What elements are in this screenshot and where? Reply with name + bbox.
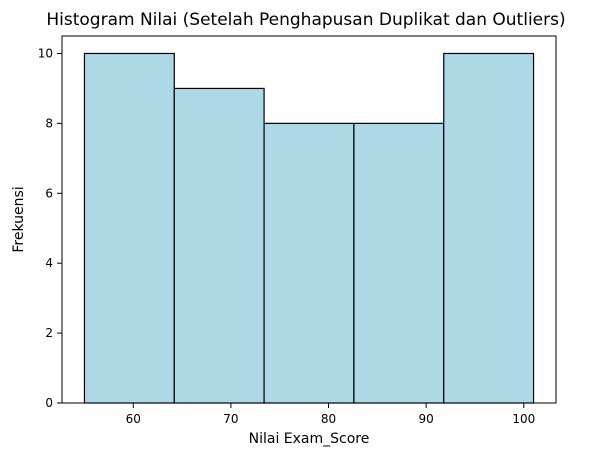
histogram-bar-2 [173, 87, 265, 404]
y-tick-label: 6 [45, 186, 53, 200]
x-tick-label: 60 [126, 412, 141, 426]
x-axis-ticks: 60 70 80 90 100 [126, 403, 535, 426]
plot-frame [61, 35, 557, 404]
chart-title: Histogram Nilai (Setelah Penghapusan Dup… [46, 10, 565, 30]
histogram-bar-5 [443, 52, 535, 404]
x-tick-label: 80 [321, 412, 336, 426]
y-axis-ticks: 0 2 4 6 8 10 [38, 46, 62, 410]
y-tick-label: 8 [45, 116, 53, 130]
x-tick-label: 100 [512, 412, 535, 426]
y-tick-label: 10 [38, 46, 53, 60]
y-axis-label: Frekuensi [11, 186, 27, 252]
x-tick-label: 70 [223, 412, 238, 426]
histogram-bar-1 [83, 52, 175, 404]
x-tick-label: 90 [419, 412, 434, 426]
y-tick-label: 2 [45, 326, 53, 340]
y-tick-label: 0 [45, 396, 53, 410]
plot-area: 60 70 80 90 100 0 2 4 6 8 10 [38, 35, 557, 426]
y-tick-label: 4 [45, 256, 53, 270]
bars [83, 52, 535, 404]
histogram-bar-3 [263, 122, 355, 404]
histogram-bar-4 [353, 122, 445, 404]
x-axis-label: Nilai Exam_Score [249, 431, 370, 447]
